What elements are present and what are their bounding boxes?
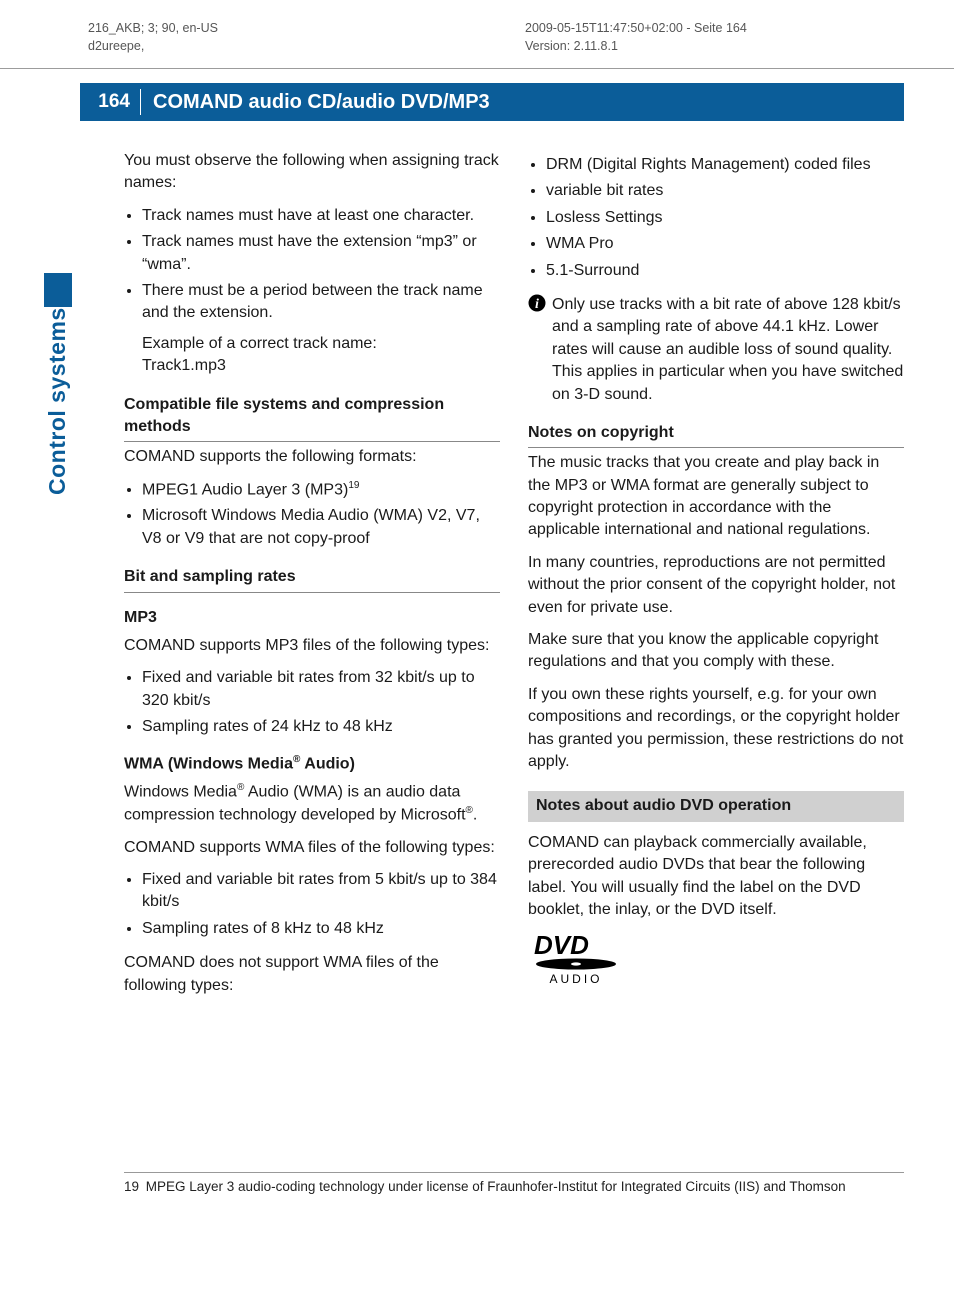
section-banner: 164 COMAND audio CD/audio DVD/MP3 xyxy=(80,83,904,121)
track-intro: You must observe the following when assi… xyxy=(124,150,500,195)
wma-desc-1: Windows Media xyxy=(124,784,237,801)
mp3-intro: COMAND supports MP3 files of the followi… xyxy=(124,635,500,657)
left-column: You must observe the following when assi… xyxy=(124,150,500,1194)
heading-mp3: MP3 xyxy=(124,607,500,629)
wma-list: Fixed and variable bit rates from 5 kbit… xyxy=(124,869,500,940)
list-item: Fixed and variable bit rates from 5 kbit… xyxy=(142,869,500,914)
info-note: i Only use tracks with a bit rate of abo… xyxy=(528,294,904,406)
heading-wma: WMA (Windows Media® Audio) xyxy=(124,753,500,776)
heading-dvd-operation: Notes about audio DVD operation xyxy=(528,791,904,821)
compat-intro: COMAND supports the following formats: xyxy=(124,446,500,468)
svg-text:i: i xyxy=(535,297,539,312)
svg-text:AUDIO: AUDIO xyxy=(549,972,602,986)
heading-bit-sampling: Bit and sampling rates xyxy=(124,566,500,592)
wma-heading-prefix: WMA (Windows Media xyxy=(124,755,293,772)
meta-left-line1: 216_AKB; 3; 90, en-US xyxy=(88,21,218,35)
meta-left: 216_AKB; 3; 90, en-US d2ureepe, xyxy=(88,20,218,55)
svg-text:DVD: DVD xyxy=(534,931,589,960)
info-icon: i xyxy=(528,294,546,319)
list-item: MPEG1 Audio Layer 3 (MP3)19 xyxy=(142,479,500,502)
horizontal-rule xyxy=(0,68,954,69)
unsupported-list: DRM (Digital Rights Management) coded fi… xyxy=(528,154,904,282)
wma-desc: Windows Media® Audio (WMA) is an audio d… xyxy=(124,781,500,826)
meta-left-line2: d2ureepe, xyxy=(88,39,144,53)
heading-copyright: Notes on copyright xyxy=(528,422,904,448)
list-item: 5.1-Surround xyxy=(546,260,904,282)
list-item: Sampling rates of 24 kHz to 48 kHz xyxy=(142,716,500,738)
footnote-number: 19 xyxy=(124,1179,142,1194)
footnote: 19 MPEG Layer 3 audio-coding technology … xyxy=(124,1172,904,1194)
footnote-ref: 19 xyxy=(348,480,359,491)
copyright-p1: The music tracks that you create and pla… xyxy=(528,452,904,542)
list-item: variable bit rates xyxy=(546,180,904,202)
banner-divider xyxy=(140,89,141,115)
wma-intro: COMAND supports WMA files of the followi… xyxy=(124,837,500,859)
wma-not-supported: COMAND does not support WMA files of the… xyxy=(124,952,500,997)
copyright-p2: In many countries, reproductions are not… xyxy=(528,552,904,619)
list-item: Microsoft Windows Media Audio (WMA) V2, … xyxy=(142,505,500,550)
mp3-list: Fixed and variable bit rates from 32 kbi… xyxy=(124,667,500,738)
content-columns: You must observe the following when assi… xyxy=(124,150,904,1194)
mpeg-text: MPEG1 Audio Layer 3 (MP3) xyxy=(142,481,348,498)
list-item: WMA Pro xyxy=(546,233,904,255)
meta-right-line2: Version: 2.11.8.1 xyxy=(525,39,618,53)
list-item: Track names must have at least one chara… xyxy=(142,205,500,227)
track-rules-list: Track names must have at least one chara… xyxy=(124,205,500,378)
info-text: Only use tracks with a bit rate of above… xyxy=(552,294,904,406)
list-item-text: There must be a period between the track… xyxy=(142,282,483,321)
list-item: DRM (Digital Rights Management) coded fi… xyxy=(546,154,904,176)
copyright-p4: If you own these rights yourself, e.g. f… xyxy=(528,684,904,774)
example-block: Example of a correct track name: Track1.… xyxy=(142,333,500,378)
example-value: Track1.mp3 xyxy=(142,357,226,374)
compat-list: MPEG1 Audio Layer 3 (MP3)19 Microsoft Wi… xyxy=(124,479,500,551)
list-item: There must be a period between the track… xyxy=(142,280,500,378)
page-number: 164 xyxy=(80,91,130,113)
right-column: DRM (Digital Rights Management) coded fi… xyxy=(528,150,904,1194)
heading-compatible: Compatible file systems and compression … xyxy=(124,394,500,443)
footnote-text: MPEG Layer 3 audio-coding technology und… xyxy=(146,1179,904,1194)
section-title: COMAND audio CD/audio DVD/MP3 xyxy=(153,91,490,114)
list-item: Track names must have the extension “mp3… xyxy=(142,231,500,276)
side-tab-marker xyxy=(44,273,72,307)
wma-desc-3: . xyxy=(473,806,477,823)
registered-mark: ® xyxy=(466,805,473,816)
dvd-paragraph: COMAND can playback commercially availab… xyxy=(528,832,904,922)
copyright-p3: Make sure that you know the applicable c… xyxy=(528,629,904,674)
meta-right: 2009-05-15T11:47:50+02:00 - Seite 164 Ve… xyxy=(525,20,747,55)
page: 216_AKB; 3; 90, en-US d2ureepe, 2009-05-… xyxy=(0,0,954,1294)
list-item: Sampling rates of 8 kHz to 48 kHz xyxy=(142,918,500,940)
wma-heading-suffix: Audio) xyxy=(300,755,355,772)
dvd-audio-logo: DVD AUDIO xyxy=(528,931,904,994)
list-item: Losless Settings xyxy=(546,207,904,229)
side-tab-label: Control systems xyxy=(44,307,71,495)
meta-right-line1: 2009-05-15T11:47:50+02:00 - Seite 164 xyxy=(525,21,747,35)
example-label: Example of a correct track name: xyxy=(142,335,377,352)
list-item: Fixed and variable bit rates from 32 kbi… xyxy=(142,667,500,712)
